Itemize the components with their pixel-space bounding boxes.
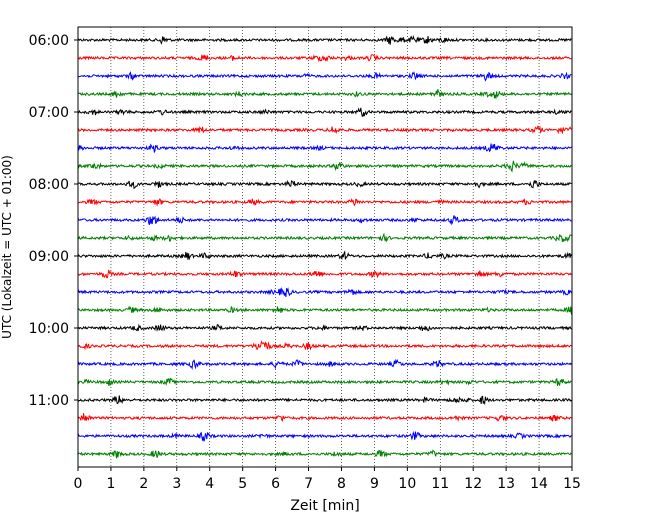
y-tick-label: 07:00 [29,105,69,121]
y-tick-label: 10:00 [29,321,69,337]
trace-line [77,54,572,63]
x-tick-label: 12 [464,476,482,492]
trace-line [77,323,572,332]
trace-line [77,197,572,207]
trace-line [77,125,572,135]
x-tick-label: 13 [497,476,515,492]
trace-line [77,340,572,351]
trace-line [77,250,572,261]
x-axis-title: Zeit [min] [290,498,359,514]
x-tick-label: 1 [106,476,115,492]
x-tick-label: 14 [530,476,548,492]
trace-line [77,107,572,117]
trace-line [77,269,572,279]
trace-line [77,305,572,315]
vertical-grid [110,27,540,467]
x-tick-label: 7 [304,476,313,492]
trace-line [77,449,572,459]
x-tick-label: 5 [238,476,247,492]
trace-line [77,413,572,422]
trace-line [77,430,572,442]
x-tick-label: 15 [563,476,581,492]
trace-line [77,89,572,99]
y-axis-title: UTC (Lokalzeit = UTC + 01:00) [0,155,14,339]
x-tick-label: 10 [398,476,416,492]
plot-frame [77,26,573,468]
trace-line [77,143,572,154]
x-tick-label: 6 [271,476,280,492]
x-tick-label: 9 [370,476,379,492]
y-tick-label: 08:00 [29,177,69,193]
trace-line [77,377,572,387]
x-tick-label: 4 [205,476,214,492]
trace-line [77,232,572,243]
trace-line [77,215,572,226]
trace-line [77,286,572,298]
x-axis-ticks: 0 1 2 3 4 5 6 7 8 9 10 11 12 13 14 15 [74,467,581,492]
seismic-traces [77,35,572,459]
x-tick-label: 11 [431,476,449,492]
trace-line [77,160,572,173]
y-tick-label: 11:00 [29,393,69,409]
y-axis-ticks: 06:00 07:00 08:00 09:00 10:00 11:00 [29,33,78,409]
x-tick-label: 3 [172,476,181,492]
trace-line [77,395,572,406]
x-tick-label: 8 [337,476,346,492]
trace-line [77,35,572,45]
x-tick-label: 0 [74,476,83,492]
x-tick-label: 2 [139,476,148,492]
plot-background [78,27,572,467]
y-tick-label: 09:00 [29,249,69,265]
trace-line [77,71,572,82]
trace-line [77,179,572,190]
y-tick-label: 06:00 [29,33,69,49]
trace-line [77,358,572,371]
